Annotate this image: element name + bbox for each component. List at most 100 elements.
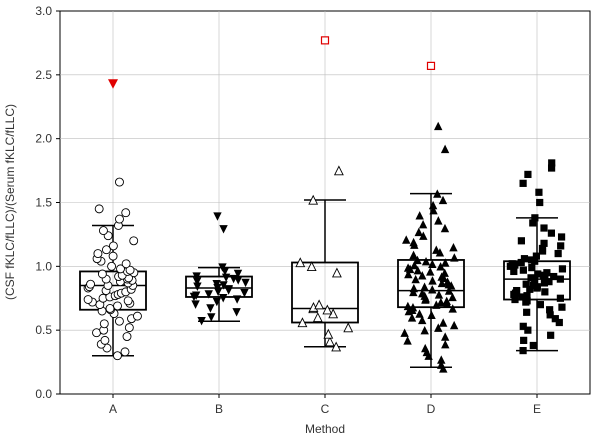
open-triangle-up-point (333, 165, 344, 176)
filled-triangle-up-point (434, 216, 443, 225)
open-circle-point (122, 332, 132, 341)
filled-square-point (538, 244, 547, 253)
filled-triangle-up-point (410, 260, 419, 270)
filled-triangle-up-point (448, 292, 457, 302)
open-triangle-up-point (306, 261, 317, 271)
filled-triangle-down-point (219, 281, 228, 290)
filled-triangle-down-point (192, 277, 202, 286)
filled-triangle-up-point (448, 304, 457, 313)
filled-triangle-up-point (414, 227, 423, 237)
x-tick-label: B (215, 402, 223, 416)
filled-triangle-down-point (204, 290, 213, 299)
filled-triangle-up-point (449, 320, 459, 330)
filled-triangle-down-point (219, 294, 228, 303)
filled-triangle-up-point (440, 223, 450, 233)
filled-square-point (547, 331, 555, 339)
filled-triangle-down-point (191, 291, 201, 300)
filled-square-point (532, 252, 540, 260)
filled-square-point (536, 198, 544, 207)
filled-square-point (527, 256, 536, 264)
filled-square-point (519, 179, 527, 187)
filled-triangle-up-point (415, 309, 424, 318)
filled-square-point (546, 306, 554, 314)
filled-triangle-up-point (403, 263, 413, 272)
filled-square-point (556, 275, 564, 283)
filled-triangle-down-point (192, 272, 201, 281)
filled-triangle-up-point (409, 237, 418, 247)
filled-square-point (540, 239, 548, 247)
filled-square-point (523, 292, 531, 300)
open-triangle-up-point (323, 328, 334, 339)
filled-triangle-up-point (438, 318, 448, 327)
filled-triangle-up-point (403, 336, 412, 345)
iqr-box (397, 259, 465, 309)
filled-square-point (554, 249, 562, 258)
filled-triangle-up-point (415, 211, 424, 220)
filled-triangle-down-point (233, 269, 243, 279)
open-circle-point (113, 351, 122, 361)
filled-square-point (519, 266, 527, 274)
filled-square-point (536, 301, 544, 309)
filled-square-point (555, 318, 563, 327)
filled-triangle-up-point (426, 267, 435, 276)
open-circle-point (129, 236, 139, 246)
x-tick-label: C (321, 402, 330, 416)
filled-triangle-up-point (421, 257, 431, 266)
filled-triangle-up-point (437, 355, 446, 364)
open-circle-point (98, 226, 108, 236)
filled-triangle-up-point (444, 286, 454, 295)
open-circle-point (93, 249, 103, 259)
open-triangle-up-point (322, 304, 333, 315)
filled-triangle-down-point (229, 274, 238, 284)
open-triangle-up-point (314, 299, 325, 310)
filled-triangle-up-point (436, 360, 446, 369)
filled-triangle-up-point (418, 288, 427, 298)
filled-triangle-up-point (433, 189, 442, 198)
filled-square-point (522, 280, 530, 288)
filled-square-point (511, 295, 519, 304)
filled-triangle-up-point (432, 300, 441, 309)
y-tick-label: 2.5 (35, 68, 52, 82)
y-axis-title: (CSF fKLC/fLLC)/(Serum fKLC/fLLC) (3, 104, 17, 300)
filled-triangle-up-point (418, 220, 428, 229)
open-circle-point (97, 269, 107, 279)
filled-triangle-down-point (206, 304, 215, 313)
y-axis-ticks: 0.0 0.5 1.0 1.5 2.0 2.5 3.0 (35, 4, 60, 401)
filled-square-point (535, 188, 543, 196)
open-circle-point (108, 251, 118, 261)
filled-square-point (557, 233, 566, 241)
open-circle-point (132, 311, 142, 321)
filled-square-point (556, 294, 565, 302)
filled-square-point (529, 341, 537, 350)
iqr-box (185, 275, 253, 298)
filled-triangle-down-point (232, 308, 241, 317)
open-circle-point (121, 259, 131, 269)
open-circle-point (124, 323, 134, 333)
filled-triangle-up-point (407, 313, 417, 322)
filled-square-point (520, 336, 528, 344)
filled-triangle-up-point (441, 258, 450, 267)
filled-square-point (547, 229, 556, 237)
filled-triangle-up-point (449, 242, 458, 252)
filled-triangle-up-point (409, 250, 418, 260)
filled-square-point (551, 315, 559, 323)
filled-square-point (547, 164, 556, 172)
filled-square-point (543, 269, 551, 277)
open-triangle-up-point (343, 322, 354, 333)
x-axis-ticks: A B C D E (109, 394, 541, 416)
filled-square-point (518, 293, 526, 301)
filled-triangle-up-point (440, 268, 449, 277)
open-circle-point (83, 295, 93, 304)
filled-square-point (557, 242, 565, 250)
open-circle-point (115, 214, 124, 224)
filled-square-point (546, 311, 554, 319)
filled-square-point (540, 224, 548, 232)
data-points (83, 36, 567, 373)
filled-triangle-down-point (213, 287, 223, 297)
open-circle-point (107, 261, 117, 271)
filled-triangle-down-point (232, 295, 242, 304)
filled-triangle-down-point (193, 282, 202, 291)
y-tick-label: 0.0 (35, 387, 52, 401)
filled-square-point (558, 265, 567, 273)
